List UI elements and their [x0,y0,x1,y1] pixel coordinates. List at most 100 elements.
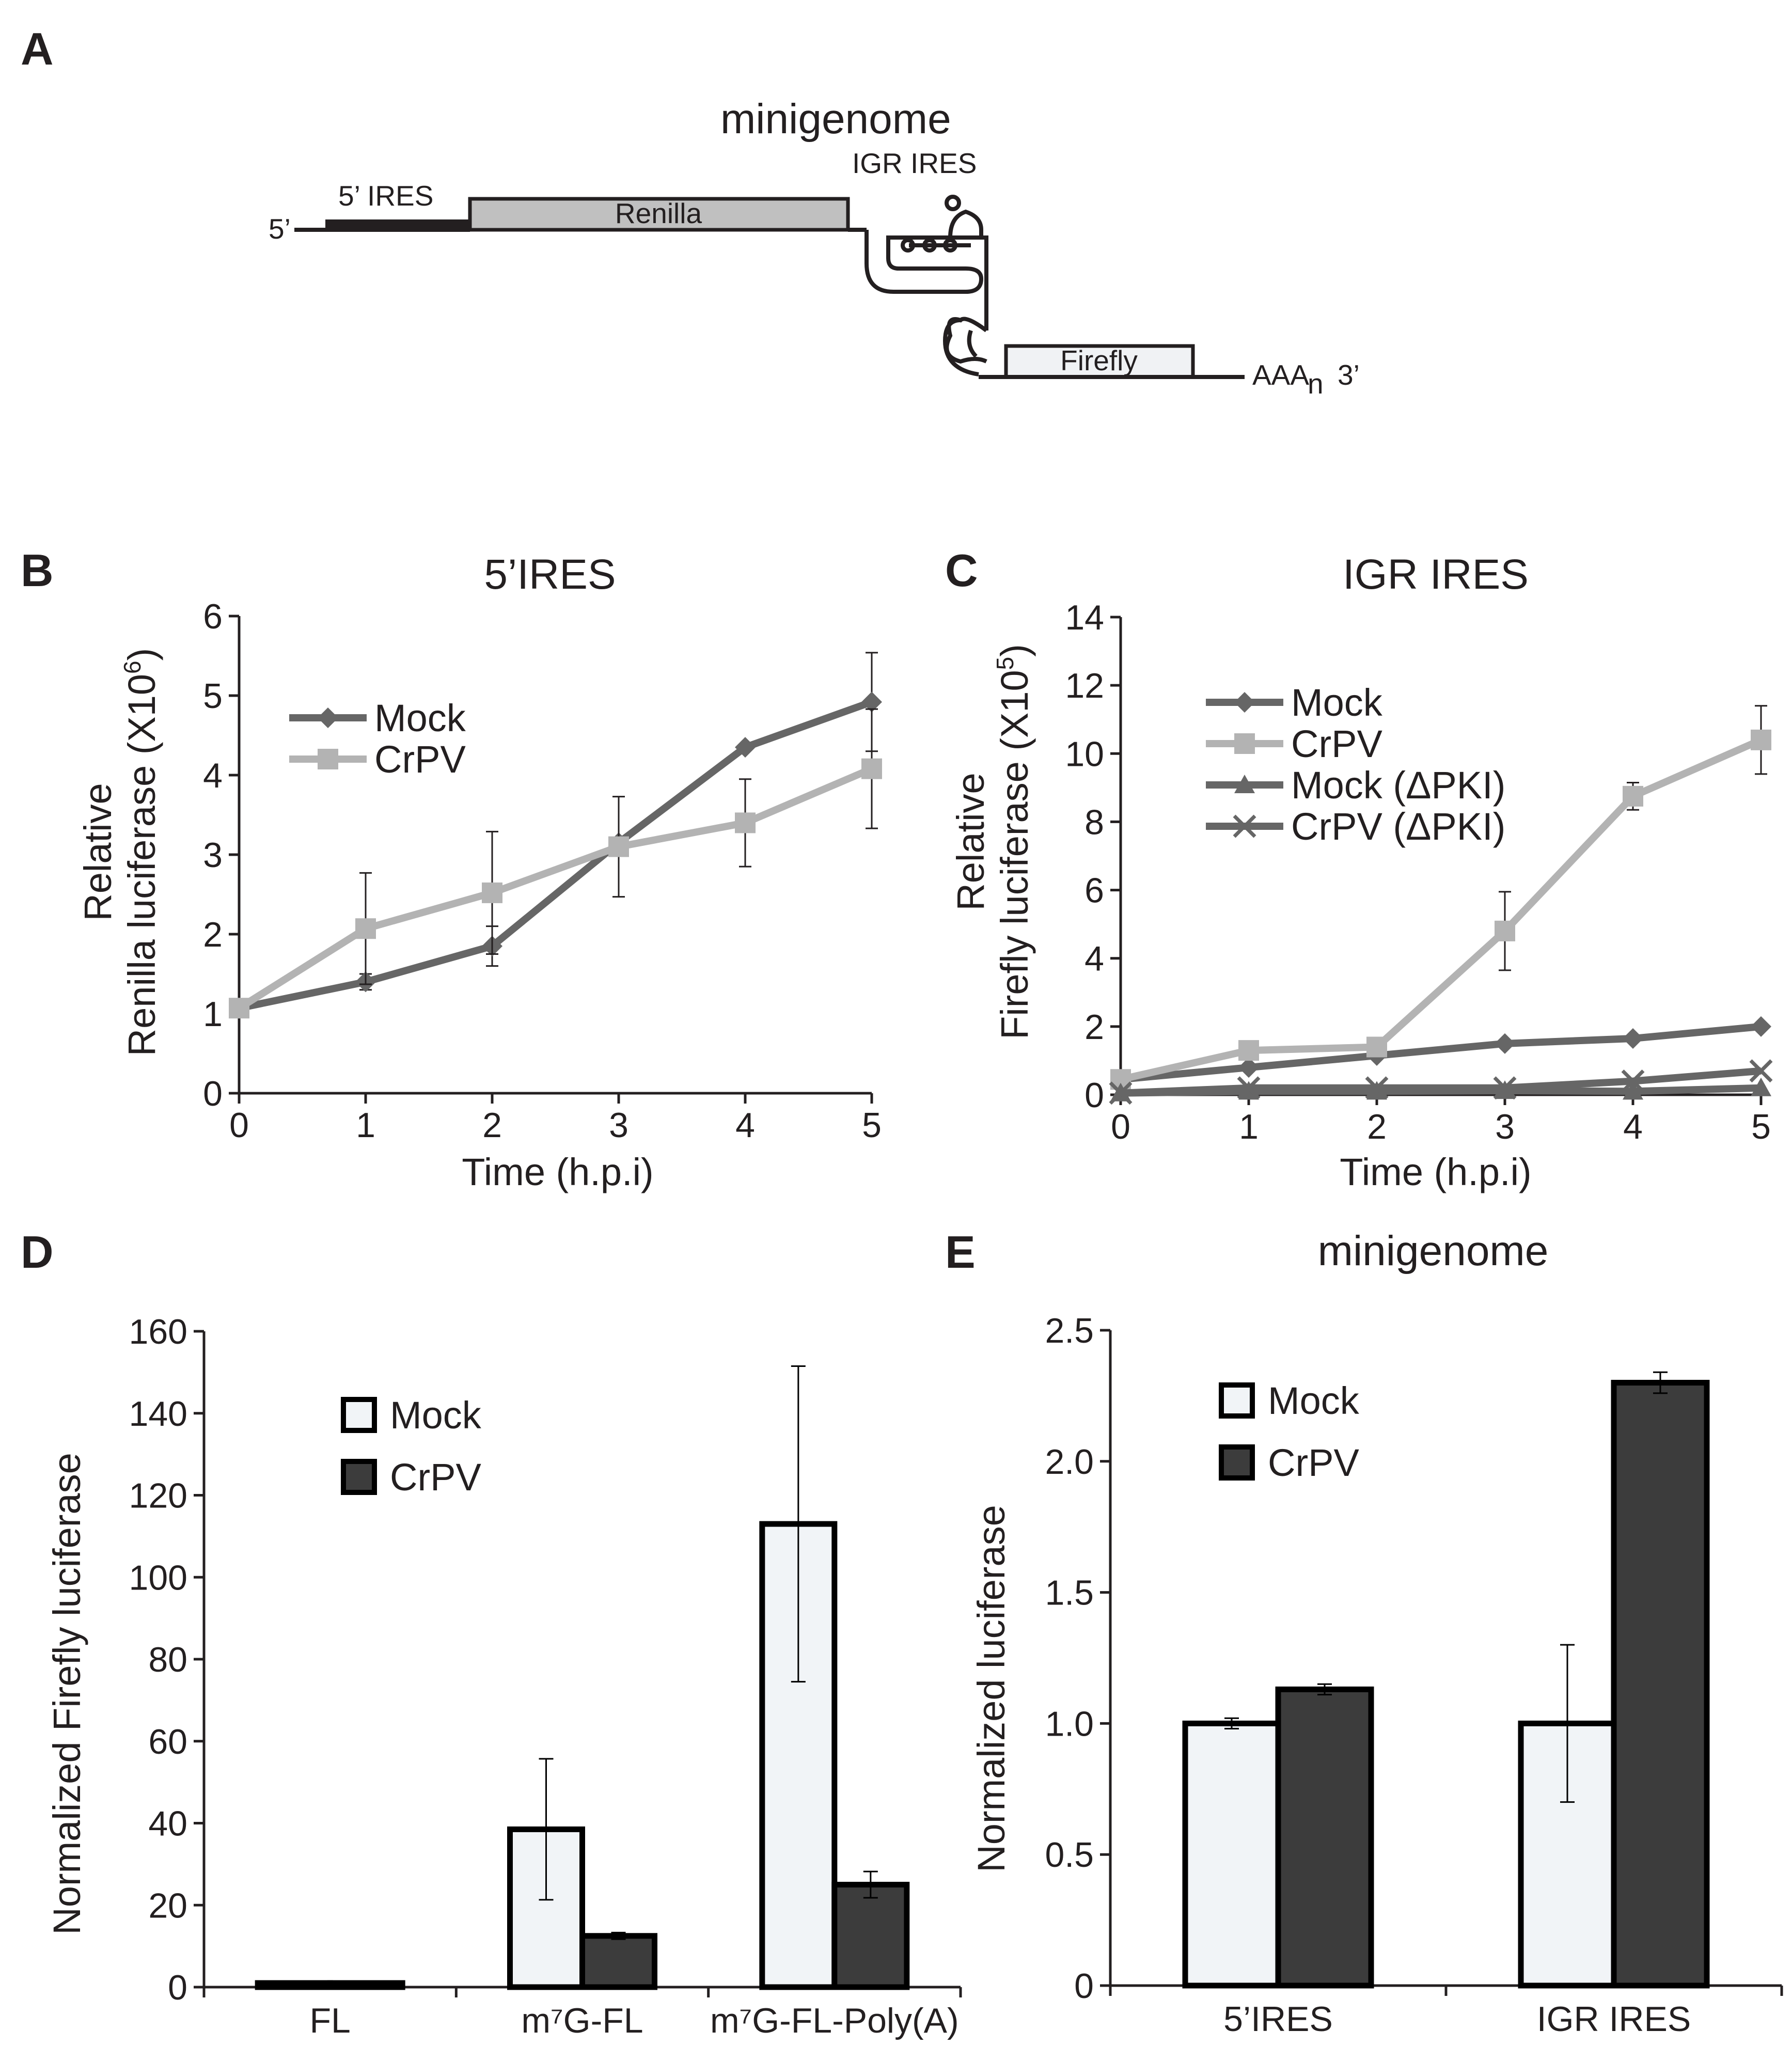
chart-c-point-mock [1623,1028,1643,1049]
chart-d-ytick-label: 140 [129,1394,187,1434]
chart-b-point-crpv [355,918,376,939]
svg-text:Firefly luciferase (X105): Firefly luciferase (X105) [992,644,1036,1040]
chart-c-ytick-label: 10 [1065,734,1104,774]
panel-letter-d: D [21,1226,54,1278]
chart-c-point-crpv-pki-stroke-b [1493,1076,1517,1100]
chart-c-ytick-label: 0 [1084,1076,1104,1115]
panel-letter-e: E [945,1226,976,1278]
panel-d-bar-chart: D Normalized Firefly luciferase 0 20 40 60 8… [21,1226,962,2040]
chart-b-point-mock [735,737,756,758]
chart-c-point-crpv-pki [1365,1076,1389,1100]
chart-c-point-crpv [1238,1040,1259,1061]
chart-e-ytick-label: 0.5 [1045,1835,1094,1875]
chart-c-ylabel-top: Relative [949,773,992,910]
chart-e-legend-label-crpv: CrPV [1268,1441,1359,1484]
chart-c-xtick-label: 5 [1751,1107,1771,1146]
chart-c-legend-label-mock-pki: Mock (ΔPKI) [1291,764,1505,807]
chart-c-legend-label-crpv-pki: CrPV (ΔPKI) [1291,805,1505,848]
chart-c-ytick-label: 14 [1065,598,1104,637]
chart-b-xtick-label: 1 [356,1106,375,1145]
chart-b-xtick-label: 5 [862,1106,882,1145]
chart-c-xtick-label: 0 [1111,1107,1130,1146]
chart-c-point-crpv [1751,729,1771,750]
chart-c-series-crpv-pki-line [1120,1067,1762,1097]
chart-b-point-crpv [482,882,502,903]
poly-a-label: AAA [1252,359,1309,391]
chart-d-bar-crpv [831,1882,910,1990]
chart-b-xtick-label: 4 [735,1106,755,1145]
chart-d-category-label: m⁷G-FL-Poly(A) [710,2001,959,2040]
chart-c-legend-label-crpv: CrPV [1291,722,1382,765]
chart-c-point-mock-pki [1751,1077,1771,1096]
chart-b-ytick-label: 5 [203,676,223,716]
chart-d-bar-crpv [579,1933,657,1990]
chart-c-legend-label-mock: Mock [1291,681,1383,724]
chart-c-point-crpv-pki [1621,1069,1645,1093]
chart-c-point-crpv-pki [1749,1059,1773,1083]
chart-b-series-mock-line [238,698,873,1012]
chart-c-xtick-label: 2 [1367,1107,1387,1146]
chart-e-legend-label-mock: Mock [1268,1379,1360,1422]
igr-ires-label: IGR IRES [852,147,977,179]
chart-e-ytick-label: 0 [1074,1966,1094,2006]
chart-b-point-crpv [861,758,882,779]
chart-d-legend-swatch-crpv [341,1459,377,1495]
chart-d-ytick-label: 120 [129,1476,187,1516]
chart-c-ytick-label: 6 [1084,871,1104,910]
chart-b-ytick-label: 2 [203,915,223,954]
chart-e-title: minigenome [1318,1227,1549,1274]
chart-b-xtick-label: 2 [482,1106,502,1145]
chart-c-title: IGR IRES [1343,551,1529,598]
chart-d-ytick-label: 80 [148,1640,187,1679]
igr-ires-structure [864,195,988,376]
chart-b-xtick-label: 3 [609,1106,628,1145]
chart-c-point-crpv [1366,1036,1387,1058]
svg-text:Renilla luciferase (X106): Renilla luciferase (X106) [119,648,163,1057]
chart-e-ytick-label: 1.5 [1045,1573,1094,1613]
chart-d-legend-label-mock: Mock [390,1394,482,1437]
chart-b-point-crpv [229,998,249,1019]
chart-b-xtick-label: 0 [229,1106,249,1145]
chart-c-series-mock-line [1120,1022,1762,1083]
chart-d-legend-label-crpv: CrPV [390,1456,481,1499]
chart-b-xlabel: Time (h.p.i) [462,1151,653,1193]
chart-c-legend-marker-crpv-pki-stroke-b [1233,814,1256,838]
five-prime-label: 5’ [269,213,291,245]
chart-c-point-mock [1238,1057,1259,1078]
chart-c-ytick-label: 12 [1065,666,1104,705]
chart-b-ytick-label: 4 [203,756,223,795]
chart-c-point-crpv-pki [1237,1076,1261,1100]
chart-c-point-crpv [1623,785,1643,807]
chart-e-category-label: 5’IRES [1223,2000,1333,2039]
chart-c-ytick-label: 2 [1084,1008,1104,1047]
chart-c-point-crpv-pki [1493,1076,1517,1100]
panel-b-line-chart: B 5’IRES Relative Renilla luciferase (X1… [21,545,882,1193]
chart-d-bar-mock [255,1980,333,1990]
chart-e-ytick-label: 2.5 [1045,1311,1094,1350]
chart-c-xtick-label: 4 [1623,1107,1643,1146]
chart-b-legend-marker-mock [318,707,338,728]
chart-c-xtick-label: 3 [1495,1107,1515,1146]
chart-e-bar-mock [1182,1720,1281,1989]
chart-d-ytick-label: 100 [129,1558,187,1597]
chart-c-ylabel-sup: 5 [992,657,1018,670]
chart-c-legend-marker-mock [1234,692,1255,713]
panel-letter-a: A [21,23,54,74]
firefly-label: Firefly [1060,344,1138,376]
ires5-region [325,219,471,231]
chart-b-ylabel-sup: 6 [119,660,146,674]
chart-c-ytick-label: 4 [1084,939,1104,979]
poly-a-subscript: n [1308,368,1324,400]
chart-c-xtick-label: 1 [1239,1107,1259,1146]
chart-b-ytick-label: 3 [203,836,223,875]
chart-b-ytick-label: 0 [203,1074,223,1113]
chart-c-legend-marker-crpv-pki [1233,814,1256,838]
chart-c-point-crpv-pki [1109,1081,1133,1105]
chart-b-ytick-label: 1 [203,995,223,1034]
chart-b-ytick-label: 6 [203,597,223,636]
panel-c-line-chart: C IGR IRES Relative Firefly luciferase (… [945,545,1773,1193]
chart-c-ylabel: Relative Firefly luciferase (X105) [949,644,1036,1040]
chart-b-point-mock [861,691,882,713]
chart-d-ytick-label: 160 [129,1312,187,1351]
chart-b-title: 5’IRES [484,551,616,598]
